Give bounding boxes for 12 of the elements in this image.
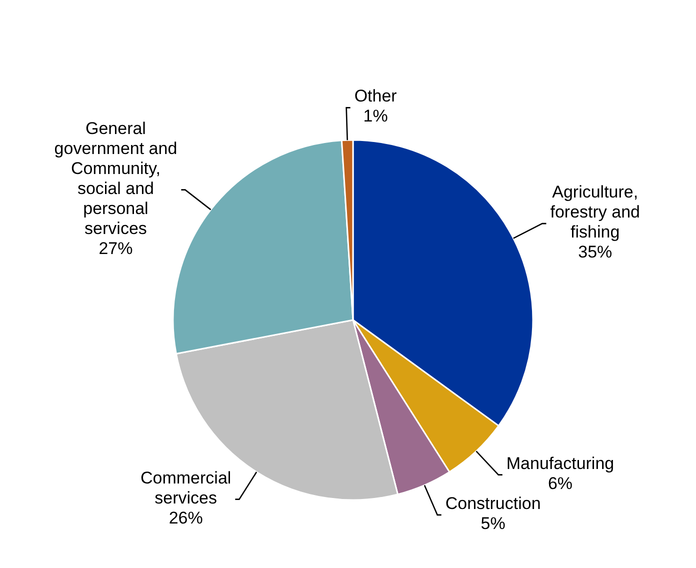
data-label: 6% xyxy=(548,474,573,493)
data-label: 5% xyxy=(480,514,506,533)
data-label: 26% xyxy=(168,508,203,528)
slice-label: Commercial services xyxy=(140,468,232,508)
data-label: 27% xyxy=(98,238,133,258)
slice-label: Construction xyxy=(445,494,541,513)
data-label: 35% xyxy=(578,242,612,262)
slice-label: Other xyxy=(354,86,398,106)
data-label: 1% xyxy=(363,106,388,126)
slice-label: Manufacturing xyxy=(506,454,614,473)
slice-label: General government and Community, social and personal services xyxy=(54,118,178,238)
slice-label: Agriculture, forestry and fishing xyxy=(550,182,640,242)
